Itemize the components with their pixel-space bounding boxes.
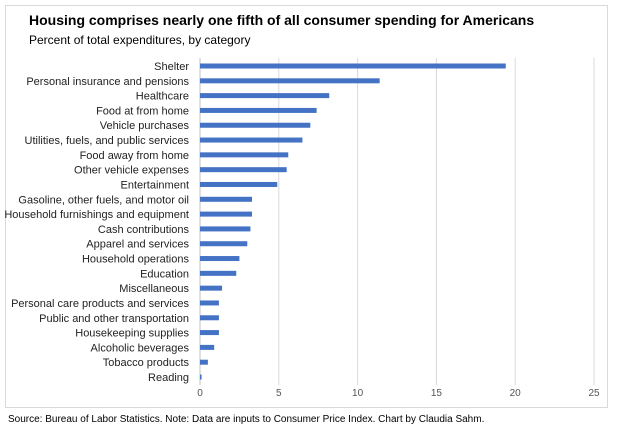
bar [200,211,253,217]
category-label: Household operations [82,254,190,266]
x-tick-label: 5 [276,388,282,399]
bar [200,122,311,128]
x-axis-ticks: 0 5 10 15 20 25 [197,388,600,399]
bar [200,315,219,321]
category-label: Education [140,268,189,280]
category-label: Miscellaneous [119,283,189,295]
bar [200,374,202,380]
bar [200,344,215,350]
source-note: Source: Bureau of Labor Statistics. Note… [8,414,485,425]
category-label: Utilities, fuels, and public services [25,135,190,147]
bar-chart: Shelter Personal insurance and pensions He… [4,58,600,399]
bar [200,196,253,202]
bar [200,152,289,158]
bar [200,285,223,291]
bar [200,137,303,143]
category-label: Food away from home [80,150,189,162]
category-label: Apparel and services [86,239,189,251]
x-tick-label: 10 [352,388,364,399]
category-label: Alcoholic beverages [91,342,190,354]
category-label: Tobacco products [103,357,190,369]
category-label: Public and other transportation [39,313,189,325]
bar [200,167,287,173]
bar [200,330,219,336]
category-label: Personal insurance and pensions [26,76,189,88]
chart-title: Housing comprises nearly one fifth of al… [29,12,535,28]
category-label: Vehicle purchases [100,120,190,132]
category-label: Entertainment [121,179,189,191]
bars [200,63,506,380]
bar [200,256,240,262]
x-tick-label: 20 [510,388,522,399]
category-label: Household furnishings and equipment [4,209,189,221]
bar [200,78,380,84]
bar [200,107,317,113]
category-label: Personal care products and services [11,298,189,310]
category-label: Healthcare [136,91,189,103]
bar [200,300,219,306]
x-tick-label: 15 [431,388,443,399]
category-label: Housekeeping supplies [75,328,189,340]
bar [200,359,208,365]
bar [200,93,330,99]
bar [200,241,248,247]
chart-subtitle: Percent of total expenditures, by catego… [29,33,251,47]
bar [200,226,251,232]
x-tick-label: 0 [197,388,203,399]
category-label: Food at from home [96,105,189,117]
gridlines [199,58,595,385]
bar [200,181,278,187]
category-label: Gasoline, other fuels, and motor oil [18,194,189,206]
bar [200,270,237,276]
chart-frame [5,5,608,408]
bar [200,63,506,69]
category-label: Reading [148,372,189,384]
category-labels: Shelter Personal insurance and pensions He… [4,61,189,384]
category-label: Shelter [154,61,189,73]
category-label: Other vehicle expenses [74,165,189,177]
category-label: Cash contributions [98,224,190,236]
x-tick-label: 25 [588,388,600,399]
